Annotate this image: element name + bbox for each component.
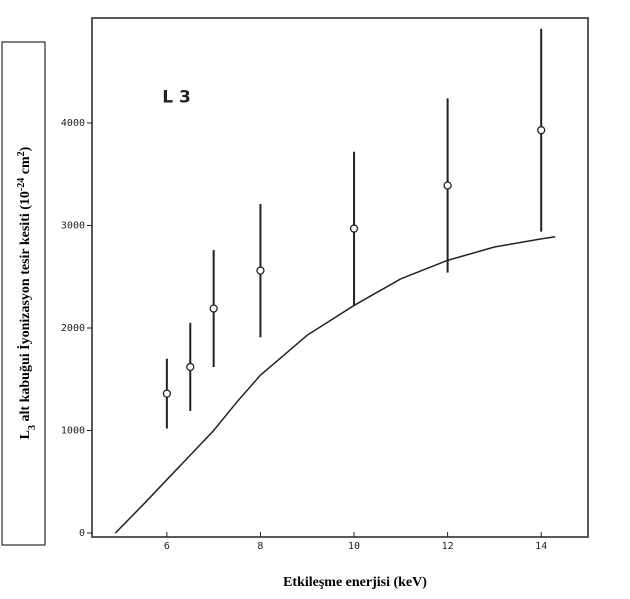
x-tick-label: 6 — [164, 541, 170, 552]
y-label-part: cm — [18, 156, 33, 178]
y-label-part: 2 — [16, 151, 27, 156]
theory-curve — [114, 236, 556, 534]
data-point — [209, 304, 218, 313]
y-label-part: L — [18, 430, 33, 439]
data-point — [349, 224, 359, 233]
data-point — [162, 389, 172, 398]
ylabel-box — [1, 41, 46, 546]
x-tick-label: 8 — [257, 541, 263, 552]
data-point — [537, 126, 546, 135]
y-label-part: 3 — [27, 425, 38, 430]
y-tick-label: 0 — [79, 528, 85, 539]
y-label-part: -24 — [16, 178, 27, 191]
y-label-part: ) — [18, 146, 33, 151]
y-label-part: alt kabuğui İyonizasyon tesir kesiti (10 — [16, 191, 33, 425]
plot-frame — [91, 17, 589, 538]
y-tick-label: 2000 — [61, 323, 85, 334]
data-point — [443, 181, 452, 190]
y-tick-label: 1000 — [61, 426, 85, 437]
x-tick-label: 14 — [535, 541, 547, 552]
data-point — [256, 266, 265, 275]
y-tick-label: 4000 — [61, 118, 85, 129]
x-tick-label: 10 — [348, 541, 360, 552]
annotation: L 3 — [162, 87, 191, 107]
x-axis-label: Etkileşme enerjisi (keV) — [283, 575, 427, 590]
y-tick-label: 3000 — [61, 221, 85, 232]
x-tick-label: 12 — [442, 541, 454, 552]
y-axis-label: L3 alt kabuğui İyonizasyon tesir kesiti … — [16, 146, 38, 439]
data-point — [186, 362, 195, 372]
